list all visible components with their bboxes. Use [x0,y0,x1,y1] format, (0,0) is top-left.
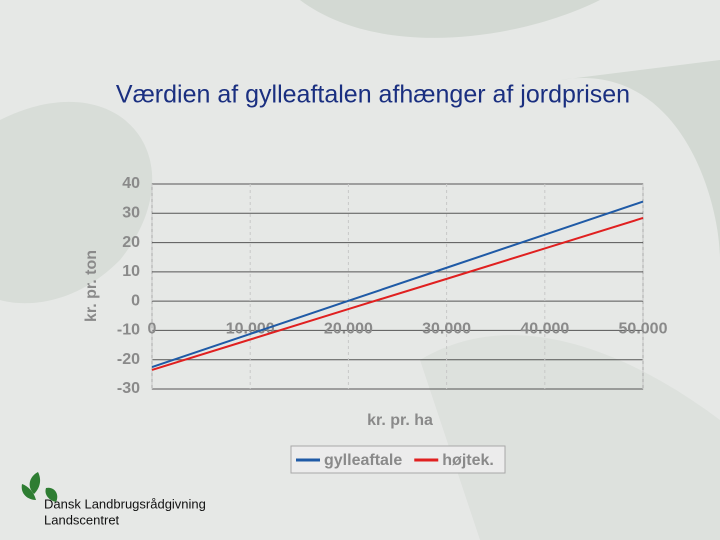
footer-line: Dansk Landbrugsrådgivning [44,496,206,511]
x-tick-label: 40.000 [520,320,569,337]
x-axis-label: kr. pr. ha [367,412,433,429]
x-tick-label: 20.000 [324,320,373,337]
y-tick-label: 40 [122,175,140,192]
y-tick-label: 10 [122,263,140,280]
decor [0,101,153,304]
legend-label: gylleaftale [324,452,402,469]
decor [300,0,600,38]
series-line [151,200,644,368]
decor [420,335,720,540]
y-tick-label: -20 [117,351,140,368]
legend [290,445,506,474]
footer-line: Landscentret [44,512,120,527]
y-tick-label: 30 [122,205,140,222]
y-tick-label: -10 [117,322,140,339]
y-tick-label: 20 [122,234,140,251]
decor [560,60,720,260]
x-tick-label: 0 [148,320,157,337]
y-tick-label: -30 [117,380,140,397]
legend-label: højtek. [442,452,494,469]
y-tick-label: 0 [131,292,140,309]
x-tick-label: 30.000 [422,320,471,337]
chart-title: Værdien af gylleaftalen afhænger af jord… [116,81,630,109]
logo [21,472,58,502]
x-tick-label: 10.000 [226,320,275,337]
series-line [151,217,644,371]
y-axis-label: kr. pr. ton [83,250,100,322]
x-tick-label: 50.000 [619,320,668,337]
